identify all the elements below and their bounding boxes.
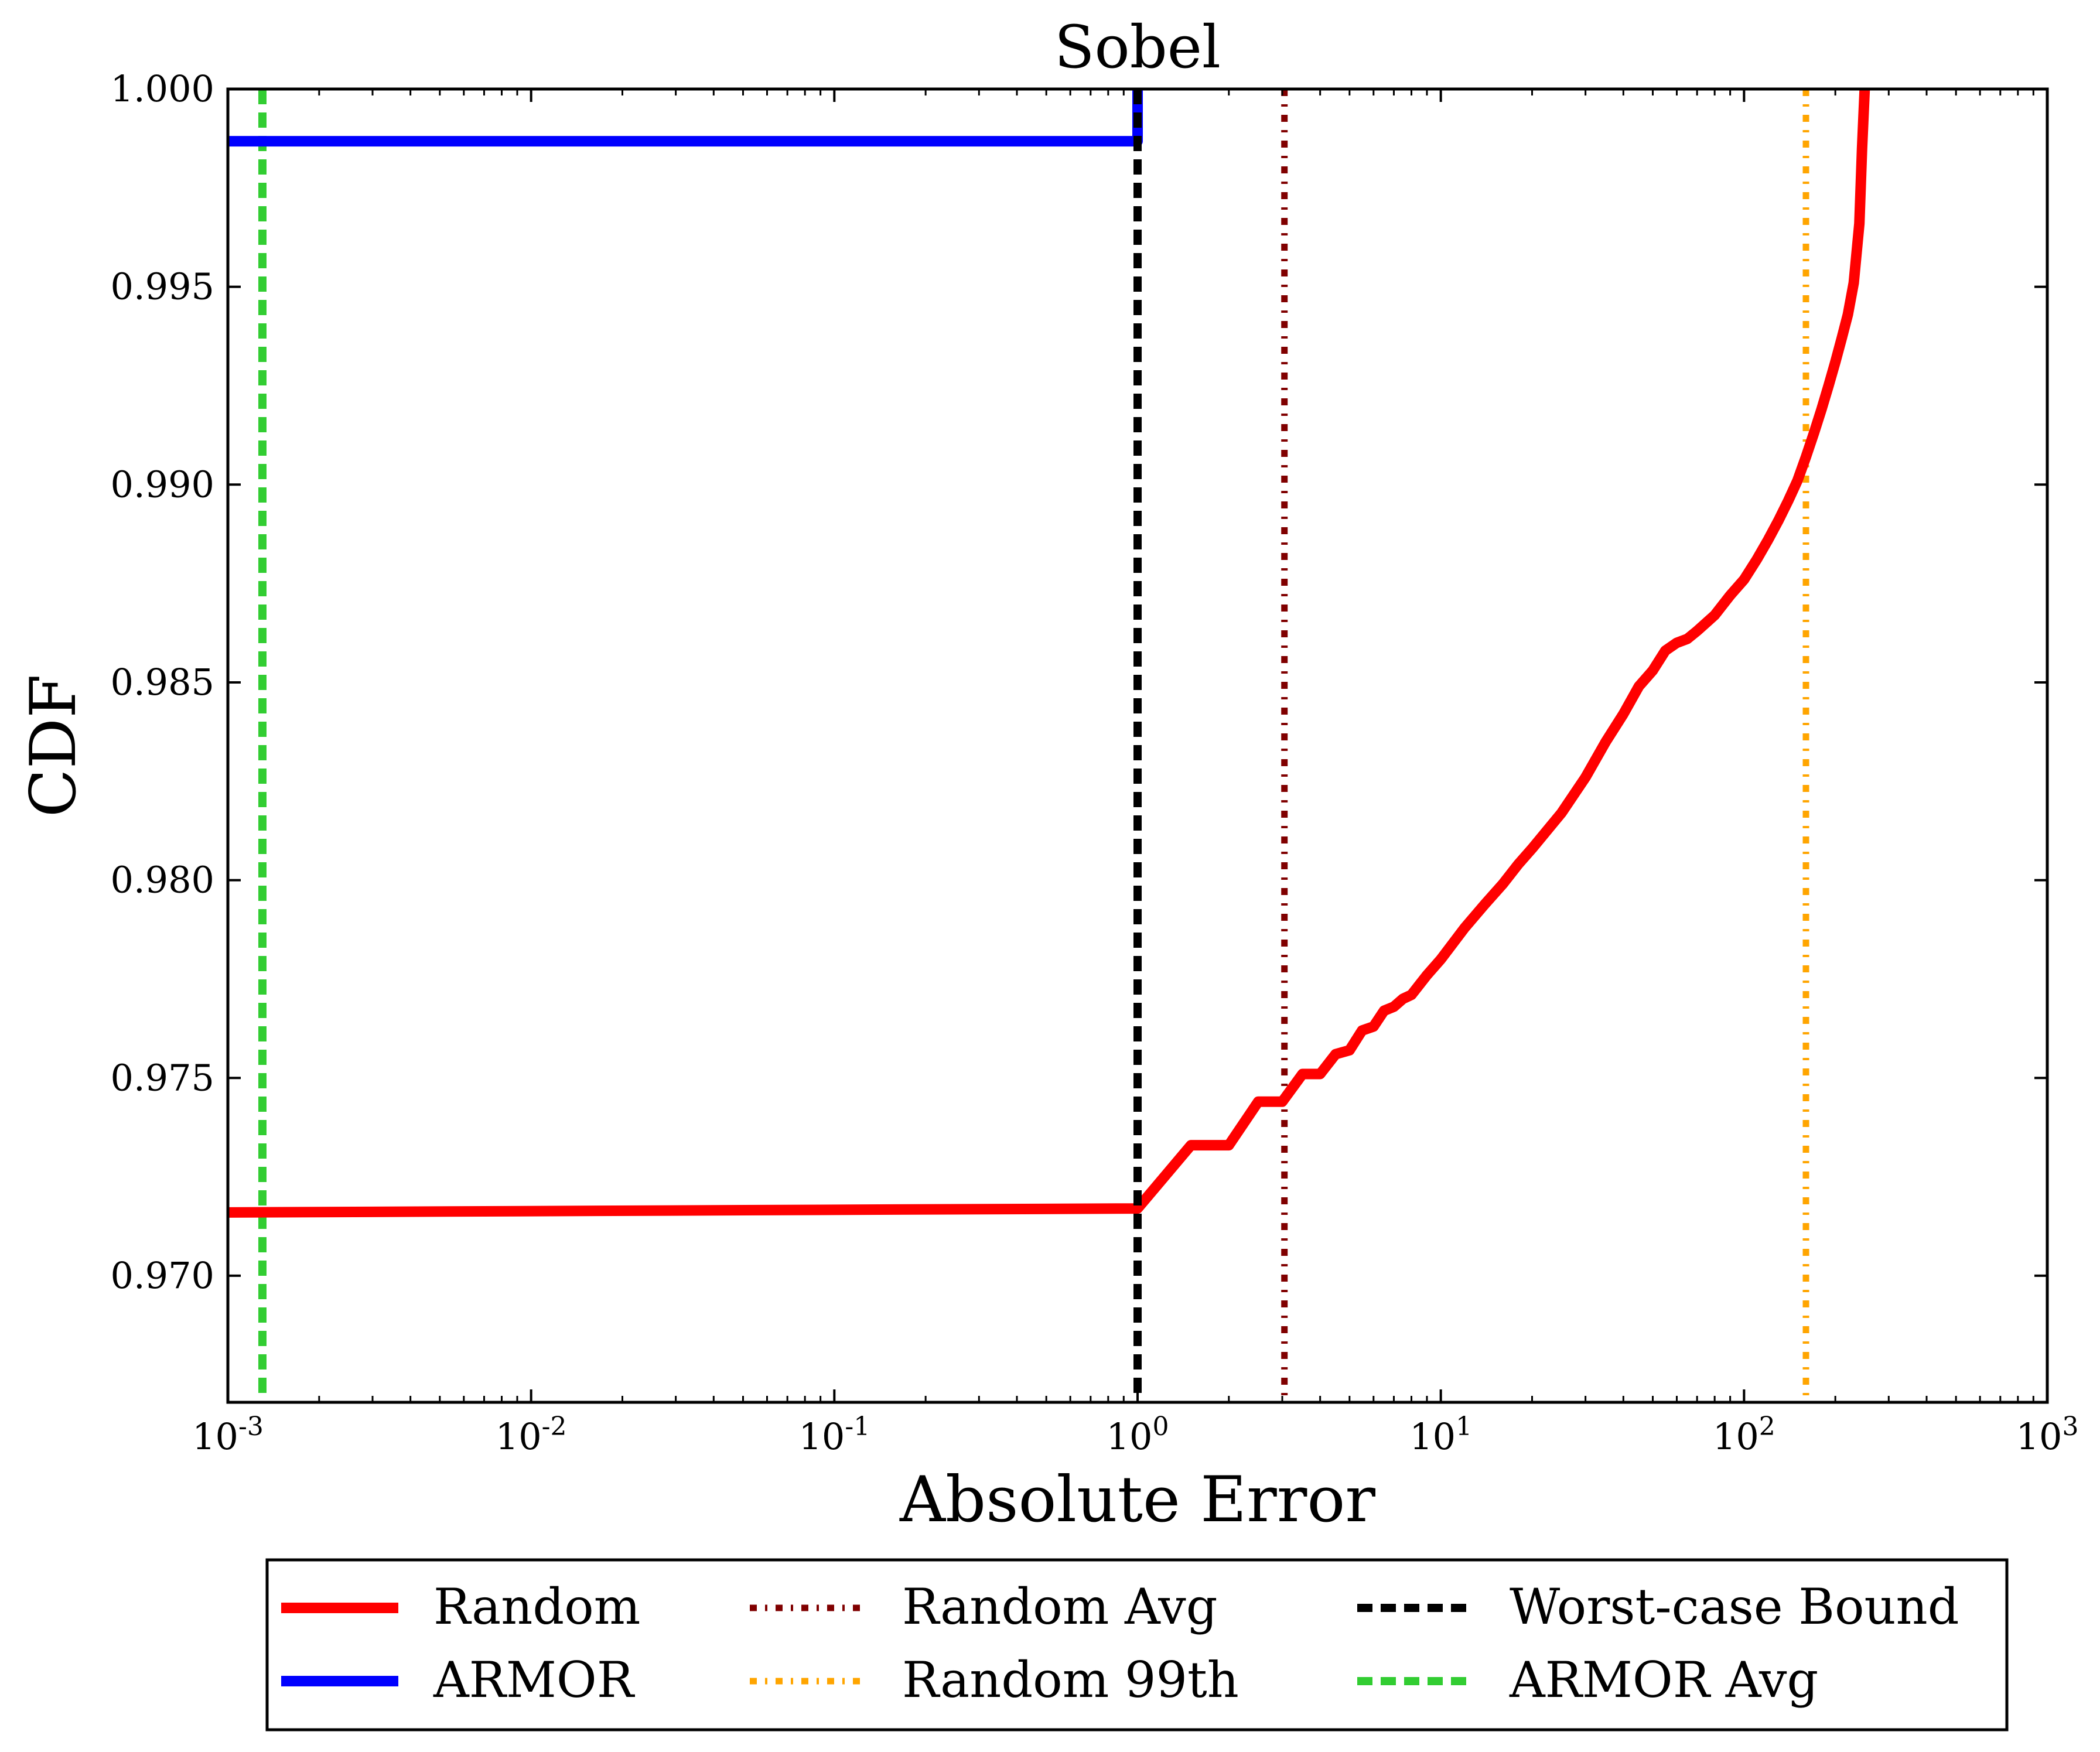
y-tick-label: 0.970 bbox=[111, 1254, 215, 1297]
legend: Random ARMOR Random Avg Random 99th Worst-ca… bbox=[265, 1558, 2009, 1731]
x-tick-label: 10-1 bbox=[798, 1412, 870, 1458]
legend-items: Random ARMOR Random Avg Random 99th Worst-ca… bbox=[281, 1578, 1959, 1709]
legend-frame bbox=[265, 1558, 2009, 1731]
series-layer bbox=[228, 89, 1870, 1402]
x-tick-label: 102 bbox=[1713, 1412, 1775, 1458]
y-tick-label: 0.995 bbox=[111, 265, 215, 308]
x-axis-label: Absolute Error bbox=[899, 1463, 1375, 1536]
armor-line bbox=[228, 89, 1143, 147]
y-axis-label: CDF bbox=[17, 674, 90, 817]
legend-label-random-99th: Random 99th bbox=[902, 1651, 1239, 1709]
legend-label-armor: ARMOR bbox=[433, 1651, 636, 1709]
legend-label-armor-avg: ARMOR Avg bbox=[1509, 1651, 1818, 1709]
y-tick-label: 0.985 bbox=[111, 661, 215, 703]
legend-label-random-avg: Random Avg bbox=[902, 1578, 1218, 1635]
y-tick-label: 1.000 bbox=[111, 67, 215, 110]
y-tick-label: 0.975 bbox=[111, 1056, 215, 1099]
x-tick-label: 101 bbox=[1409, 1412, 1472, 1458]
chart-title: Sobel bbox=[1054, 13, 1221, 81]
legend-label-worst-case-bound: Worst-case Bound bbox=[1510, 1578, 1959, 1635]
x-tick-label: 10-2 bbox=[496, 1412, 567, 1458]
y-tick-label: 0.980 bbox=[111, 859, 215, 901]
legend-label-random: Random bbox=[433, 1578, 640, 1635]
x-tick-label: 103 bbox=[2016, 1412, 2079, 1458]
y-tick-label: 0.990 bbox=[111, 463, 215, 506]
x-tick-label: 100 bbox=[1107, 1412, 1169, 1458]
ticks-layer: 10-3 10-2 10-1 100 101 102 103 0.970 0.975 0.980 0… bbox=[111, 67, 2079, 1458]
x-tick-label: 10-3 bbox=[192, 1412, 264, 1458]
random-line bbox=[228, 89, 1870, 1218]
